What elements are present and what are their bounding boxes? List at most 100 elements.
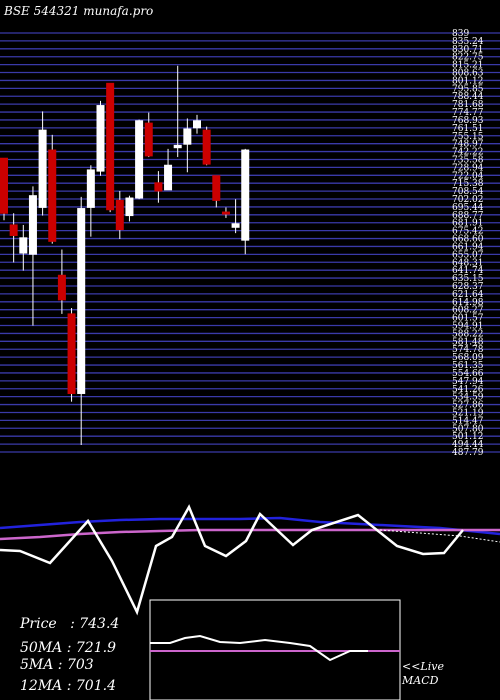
y-tick-label: 561.35 (452, 361, 484, 371)
candle-body-up (19, 237, 28, 254)
y-tick-label: 487.79 (452, 448, 484, 458)
candle (48, 134, 57, 244)
y-tick-label: 722.04 (452, 171, 484, 181)
candle-body-up (173, 144, 182, 149)
candle-body-up (96, 105, 105, 172)
price-value: 743.4 (79, 616, 119, 632)
y-tick-label: 588.22 (452, 329, 484, 339)
y-tick-label: 601.57 (452, 314, 484, 324)
y-tick-label: 514.47 (452, 416, 484, 426)
candle-body-down (144, 122, 153, 157)
candle-body-down (48, 149, 57, 242)
candle-body-up (183, 128, 192, 145)
candle (28, 186, 37, 326)
y-tick-label: 675.42 (452, 227, 484, 237)
candle (86, 165, 95, 237)
chart-title: BSE 544321 munafa.pro (3, 4, 153, 18)
price-label: Price : 743.4 (19, 616, 119, 632)
candle-layer (0, 65, 250, 445)
candle (212, 175, 221, 208)
y-tick-label: 788.44 (452, 92, 484, 102)
y-tick-label: 527.86 (452, 401, 484, 411)
candle (183, 118, 192, 173)
candle (0, 157, 8, 221)
indicator-line-white (0, 504, 464, 616)
candle-body-up (135, 120, 144, 199)
y-tick-label: 574.78 (452, 345, 484, 355)
candle-body-down (57, 274, 66, 301)
ma50-label: 50MA : 721.9 (20, 640, 116, 656)
y-tick-label: 728.94 (452, 163, 484, 173)
candle (38, 111, 47, 216)
y-tick-label: 581.48 (452, 337, 484, 347)
candle (202, 126, 211, 166)
macd-line (150, 634, 368, 662)
y-tick-label: 781.68 (452, 100, 484, 110)
y-tick-label: 568.09 (452, 353, 484, 363)
y-tick-label: 755.15 (452, 132, 484, 142)
y-tick-label: 688.77 (452, 211, 484, 221)
candle (193, 114, 201, 134)
y-tick-label: 641.74 (452, 266, 484, 276)
y-tick-label: 835.24 (452, 37, 484, 47)
y-tick-label: 608.27 (452, 306, 484, 316)
y-tick-label: 830.71 (452, 45, 484, 55)
candle (96, 100, 105, 176)
candle-body-up (38, 129, 47, 208)
y-tick-label: 668.60 (452, 235, 484, 245)
y-tick-label: 774.77 (452, 108, 484, 118)
candle (221, 207, 230, 218)
candle (135, 119, 144, 200)
candle-body-down (202, 129, 211, 165)
candle (241, 148, 250, 255)
candle (19, 224, 28, 271)
y-tick-label: 547.94 (452, 377, 484, 387)
y-tick-label: 801.12 (452, 76, 484, 86)
macd-label: MACD (401, 674, 439, 687)
y-tick-label: 635.15 (452, 274, 484, 284)
candle (9, 213, 18, 263)
y-tick-label: 839 (452, 29, 469, 39)
y-tick-label: 822.75 (452, 53, 484, 63)
y-tick-label: 681.91 (452, 219, 484, 229)
y-tick-label: 521.19 (452, 408, 484, 418)
candle (154, 171, 163, 203)
ma5-label: 5MA : 703 (20, 657, 94, 673)
y-tick-label: 702.02 (452, 195, 484, 205)
axis-layer: 839835.24830.71822.75815.21808.63801.127… (452, 29, 484, 458)
macd-layer (150, 634, 400, 662)
y-tick-label: 655.07 (452, 250, 484, 260)
ma12-label: 12MA : 701.4 (20, 678, 116, 694)
y-tick-label: 534.59 (452, 393, 484, 403)
candle-body-down (154, 182, 163, 192)
y-tick-label: 507.80 (452, 424, 484, 434)
candle-body-down (106, 82, 115, 211)
candle (77, 196, 86, 445)
y-tick-label: 808.63 (452, 69, 484, 79)
y-tick-label: 708.54 (452, 187, 484, 197)
candle (115, 191, 124, 239)
y-tick-label: 695.44 (452, 203, 484, 213)
y-tick-label: 648.31 (452, 258, 484, 268)
ma-line-pink (0, 528, 500, 541)
y-tick-label: 554.66 (452, 369, 484, 379)
candle-body-down (67, 313, 76, 394)
y-tick-label: 795.85 (452, 84, 484, 94)
candle (67, 308, 76, 402)
live-label[interactable]: <<Live (402, 660, 444, 673)
candle (57, 249, 66, 314)
y-tick-label: 621.64 (452, 290, 484, 300)
candle-body-up (241, 149, 250, 241)
ma12-value: 701.4 (76, 678, 116, 694)
ma5-value: 703 (67, 657, 94, 673)
y-tick-label: 501.12 (452, 432, 484, 442)
grid-layer (0, 32, 500, 453)
y-tick-label: 815.21 (452, 61, 484, 71)
y-tick-label: 768.93 (452, 116, 484, 126)
candle-body-down (9, 224, 18, 236)
candle-body-up (164, 164, 173, 191)
y-tick-label: 594.91 (452, 322, 484, 332)
candle-body-up (28, 195, 37, 255)
